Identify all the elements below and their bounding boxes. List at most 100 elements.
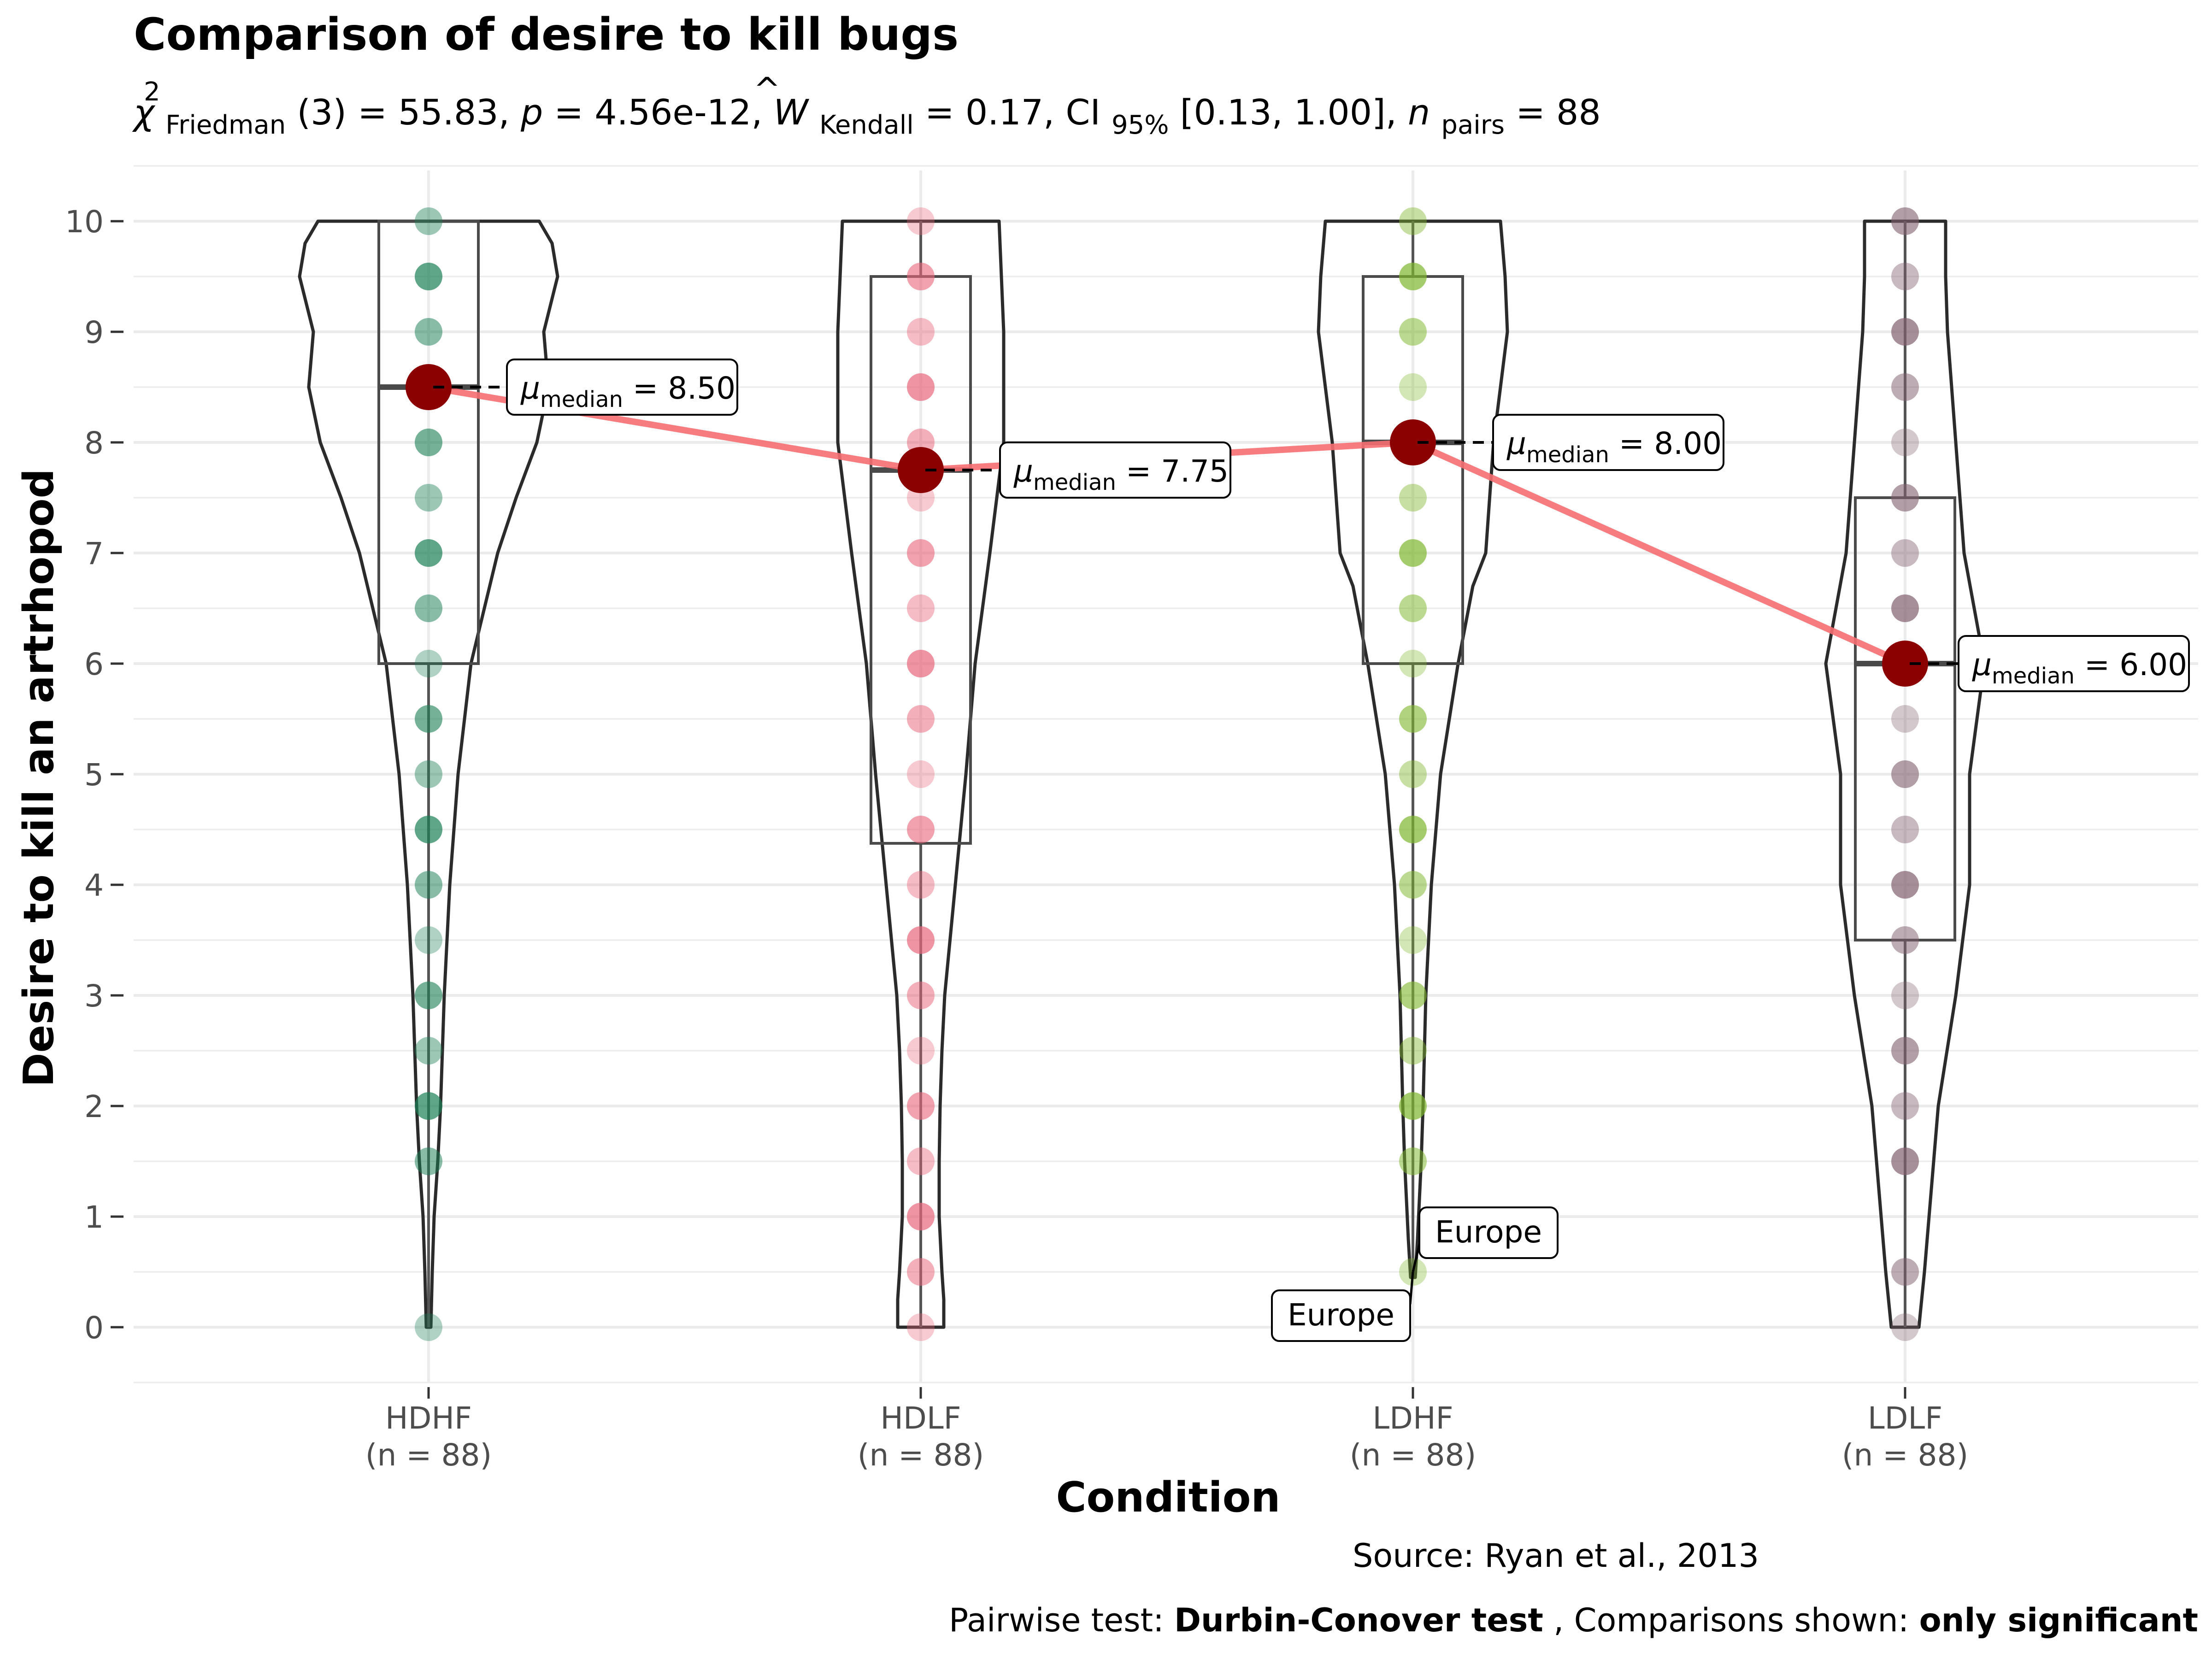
median-label-box — [506, 359, 738, 416]
data-point — [1399, 539, 1427, 567]
outlier-label: Europe — [1435, 1214, 1542, 1250]
y-axis-title: Desire to kill an artrhopod — [15, 469, 63, 1087]
data-point — [907, 207, 935, 235]
data-point — [1399, 816, 1427, 843]
x-tick-label: LDHF — [1372, 1400, 1453, 1436]
data-point — [1891, 263, 1919, 290]
median-point — [1390, 419, 1436, 465]
data-point — [907, 318, 935, 346]
median-point — [1882, 641, 1928, 687]
data-point — [1399, 1147, 1427, 1175]
caption-comparisons-value: only significant — [1919, 1601, 2198, 1639]
data-point — [907, 539, 935, 567]
data-point — [1891, 594, 1919, 622]
data-point — [1399, 871, 1427, 899]
outlier-leader — [1412, 1244, 1421, 1272]
violin-HDLF — [836, 219, 1006, 1329]
caption-comparisons-prefix: , Comparisons shown: — [1553, 1601, 1919, 1639]
x-tick-label: HDHF — [385, 1400, 472, 1436]
outlier-label-layer: Europe Europe — [1271, 1206, 1559, 1342]
median-label-layer: μmedian = 8.50 μmedian = 7.75 μmedian = 8.… — [433, 359, 2190, 692]
subtitle-chi-sup: 2 — [144, 77, 160, 107]
caption-source: Source: Ryan et al., 2013 — [1353, 1537, 1759, 1575]
y-tick-label: 10 — [65, 204, 104, 240]
y-tick-label: 3 — [84, 978, 104, 1014]
data-point — [415, 429, 442, 456]
median-label: μmedian = 7.75 — [1013, 453, 1229, 495]
subtitle-n-sub: pairs — [1441, 110, 1505, 140]
data-point — [1891, 484, 1919, 512]
y-tick-label: 2 — [84, 1089, 104, 1124]
x-tick-n-label: (n = 88) — [1350, 1437, 1477, 1473]
x-tick-label: HDLF — [880, 1400, 961, 1436]
median-label-box — [1958, 635, 2190, 692]
data-point — [907, 705, 935, 733]
subtitle-w-hat: ^ — [753, 71, 781, 108]
data-point — [415, 705, 442, 733]
subtitle-chi-sub: Friedman — [165, 110, 286, 140]
data-point — [1891, 318, 1919, 346]
data-point — [907, 760, 935, 788]
data-point — [1399, 1092, 1427, 1120]
data-point — [907, 926, 935, 954]
data-point — [1891, 373, 1919, 401]
x-tick-n-label: (n = 88) — [1842, 1437, 1969, 1473]
data-point — [1399, 318, 1427, 346]
data-point — [907, 1037, 935, 1065]
data-point — [907, 1147, 935, 1175]
data-point — [415, 871, 442, 899]
data-point — [1399, 926, 1427, 954]
median-point — [406, 364, 452, 410]
x-tick-n-label: (n = 88) — [365, 1437, 492, 1473]
data-point — [1891, 926, 1919, 954]
y-tick-label: 6 — [84, 647, 104, 682]
x-axis-title: Condition — [1056, 1473, 1280, 1522]
data-point — [1891, 429, 1919, 456]
data-point — [415, 760, 442, 788]
x-tick-n-label: (n = 88) — [858, 1437, 984, 1473]
violin-HDHF — [298, 219, 559, 1329]
box-HDHF — [377, 220, 480, 665]
data-point — [1399, 705, 1427, 733]
data-point — [415, 1037, 442, 1065]
data-point — [415, 207, 442, 235]
violin-LDHF — [1317, 219, 1509, 1279]
data-point — [907, 1258, 935, 1286]
caption-pairwise-prefix: Pairwise test: — [949, 1601, 1174, 1639]
y-tick-label: 9 — [84, 315, 104, 350]
median-label: μmedian = 8.50 — [520, 371, 735, 412]
data-point — [415, 539, 442, 567]
data-point — [907, 373, 935, 401]
data-point — [1399, 373, 1427, 401]
data-point — [415, 318, 442, 346]
data-point — [1891, 760, 1919, 788]
data-point — [415, 982, 442, 1009]
data-point — [1891, 705, 1919, 733]
subtitle-n: n — [1408, 92, 1430, 133]
data-point — [1399, 594, 1427, 622]
subtitle-w-sub: Kendall — [819, 110, 914, 140]
y-tick-label: 7 — [84, 536, 104, 571]
outlier-label-box — [1418, 1206, 1559, 1259]
data-point — [907, 1203, 935, 1230]
x-tick-label: LDLF — [1868, 1400, 1942, 1436]
data-point — [1891, 1313, 1919, 1341]
outlier-label: Europe — [1288, 1297, 1394, 1333]
data-point — [907, 650, 935, 677]
y-tick-label: 4 — [84, 868, 104, 903]
median-label-box — [999, 441, 1231, 499]
outlier-label-box — [1271, 1289, 1411, 1342]
chart-title: Comparison of desire to kill bugs — [134, 9, 959, 60]
median-label-box — [1492, 414, 1724, 471]
data-point — [415, 1313, 442, 1341]
data-point — [907, 594, 935, 622]
y-tick-label: 0 — [84, 1310, 104, 1346]
data-point — [1891, 1258, 1919, 1286]
subtitle-df: (3) = 55.83, — [297, 92, 521, 133]
data-point — [415, 484, 442, 512]
median-label: μmedian = 6.00 — [1972, 647, 2187, 689]
subtitle-w-value: = 0.17, CI — [925, 92, 1100, 133]
y-tick-label: 5 — [84, 757, 104, 793]
median-point — [898, 447, 944, 493]
